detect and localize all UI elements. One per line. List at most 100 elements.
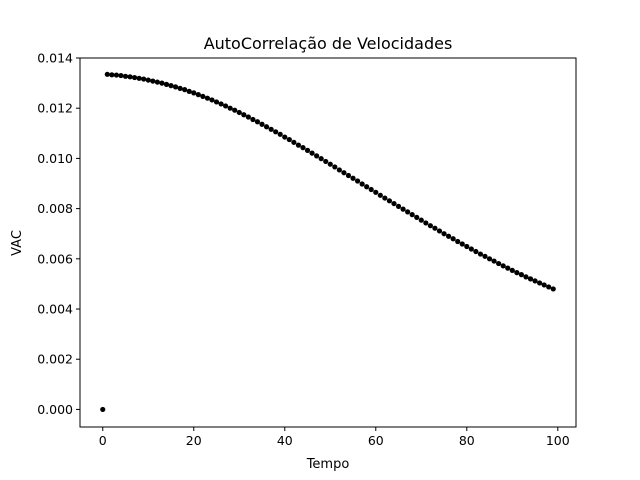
data-point (455, 238, 461, 245)
x-tick-label: 0 (99, 433, 107, 448)
x-tick-label: 80 (459, 433, 475, 448)
x-tick-label: 100 (546, 433, 570, 448)
data-point (473, 248, 479, 255)
y-tick-label: 0.006 (37, 251, 73, 266)
y-tick-label: 0.004 (37, 302, 73, 317)
y-tick-label: 0.000 (37, 402, 73, 417)
data-point (414, 214, 420, 220)
data-point (182, 87, 188, 93)
data-point (159, 80, 165, 86)
data-point (145, 77, 151, 83)
data-point (341, 170, 347, 176)
data-point (113, 72, 120, 78)
data-point (200, 93, 206, 100)
data-point (505, 265, 511, 271)
data-point (409, 212, 415, 218)
data-point (318, 156, 324, 162)
y-axis: 0.000 0.002 0.004 0.006 0.008 0.010 0.012 0.014 (37, 51, 80, 417)
data-point (204, 95, 211, 101)
y-tick-label: 0.008 (37, 201, 73, 216)
data-point (518, 272, 524, 278)
y-tick-label: 0.014 (37, 51, 73, 66)
data-point (400, 206, 406, 212)
data-point (477, 251, 484, 257)
data-point (254, 119, 261, 125)
data-point (286, 136, 292, 143)
data-point (141, 76, 147, 82)
data-point (309, 150, 315, 156)
x-axis: 0 20 40 60 80 100 (99, 427, 570, 448)
data-point (268, 126, 274, 132)
data-point (441, 231, 447, 237)
data-point (273, 129, 279, 135)
data-point (100, 406, 106, 413)
data-point (263, 124, 270, 130)
data-point (432, 225, 438, 231)
data-point (527, 276, 534, 282)
chart-title: AutoCorrelação de Velocidades (204, 34, 453, 53)
data-point (172, 84, 179, 90)
data-point (423, 220, 429, 226)
data-point (523, 274, 529, 280)
data-point (405, 209, 411, 215)
data-point (109, 72, 115, 78)
data-point (546, 284, 552, 290)
data-point (386, 198, 393, 204)
data-point (232, 107, 238, 113)
x-tick-label: 20 (186, 433, 202, 448)
data-point (122, 73, 129, 79)
data-point (368, 186, 374, 193)
data-point (168, 83, 174, 89)
data-point (468, 246, 474, 252)
data-point (496, 260, 502, 267)
data-point (177, 85, 183, 91)
data-point (250, 116, 256, 123)
data-point (154, 79, 160, 85)
data-point (359, 181, 365, 187)
data-point (345, 172, 352, 179)
data-point (450, 236, 456, 242)
data-point (314, 153, 320, 159)
data-point (336, 167, 342, 173)
data-point (377, 192, 383, 198)
data-point (150, 78, 156, 84)
data-point (327, 161, 333, 167)
data-point (218, 101, 224, 107)
data-point (350, 175, 356, 181)
data-point (382, 195, 388, 201)
data-point (550, 286, 556, 292)
data-point (364, 184, 370, 190)
data-point (259, 121, 265, 127)
plot-frame (79, 57, 577, 428)
y-tick-label: 0.012 (37, 101, 73, 116)
y-axis-title: VAC (10, 230, 25, 256)
data-point (300, 145, 306, 151)
data-point (418, 217, 424, 223)
data-point (163, 81, 170, 87)
data-point (236, 109, 242, 116)
x-tick-label: 60 (368, 433, 384, 448)
data-point (291, 139, 297, 145)
y-tick-label: 0.010 (37, 151, 73, 166)
data-point (213, 99, 220, 105)
data-point (436, 228, 443, 234)
data-point (500, 263, 506, 269)
data-point (541, 282, 547, 288)
data-point (514, 270, 520, 276)
data-point (132, 74, 138, 81)
data-point (491, 258, 497, 264)
data-point (227, 105, 233, 111)
plot-area (100, 71, 556, 413)
data-point (509, 267, 515, 273)
data-point (445, 233, 452, 239)
data-point (186, 88, 192, 94)
data-point (209, 97, 215, 103)
data-point (459, 241, 465, 247)
data-point (223, 103, 229, 109)
x-axis-title: Tempo (306, 457, 350, 472)
data-point (191, 90, 197, 96)
x-tick-label: 40 (277, 433, 293, 448)
